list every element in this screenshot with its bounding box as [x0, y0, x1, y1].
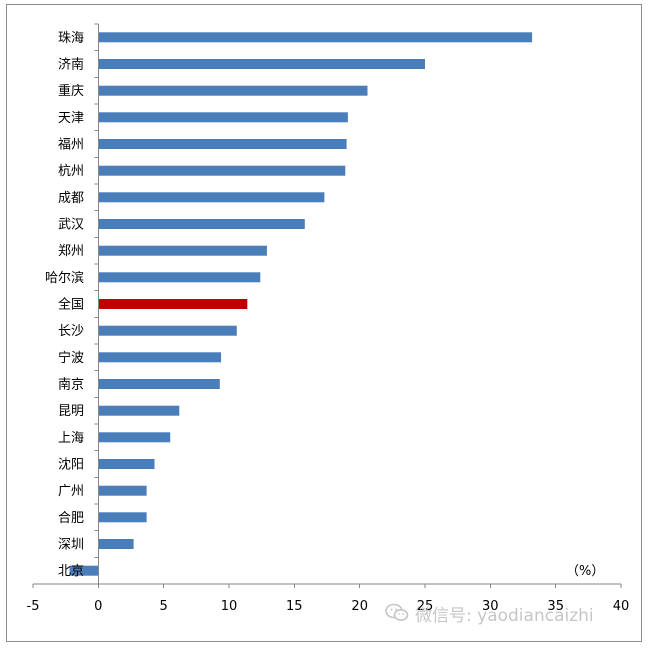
bar-北京 [69, 565, 99, 576]
category-labels: 珠海济南重庆天津福州杭州成都武汉郑州哈尔滨全国长沙宁波南京昆明上海沈阳广州合肥深… [45, 31, 84, 579]
x-tick-label: 35 [547, 599, 564, 614]
bar-昆明 [98, 405, 180, 416]
x-tick-labels: -5 0 5 10 15 20 25 30 35 40 [27, 599, 630, 614]
x-tick-label: 5 [160, 599, 168, 614]
category-label: 合肥 [58, 511, 84, 526]
x-tick-label: 25 [417, 599, 434, 614]
bar-广州 [98, 485, 147, 496]
category-label: 杭州 [58, 164, 84, 179]
bar-济南 [98, 59, 426, 69]
bar-沈阳 [98, 459, 155, 469]
category-label: 重庆 [58, 83, 84, 99]
category-label: 郑州 [58, 244, 84, 259]
x-tick-label: 10 [221, 599, 238, 614]
bar-成都 [98, 192, 325, 203]
bar-合肥 [98, 512, 147, 523]
x-tick-label: -5 [27, 599, 40, 614]
bar-郑州 [98, 245, 267, 256]
bar-杭州 [98, 165, 346, 176]
category-label: 全国 [58, 297, 84, 313]
category-label: 南京 [58, 377, 84, 393]
bar-深圳 [98, 539, 134, 549]
x-tick-label: 30 [482, 599, 499, 614]
category-label: 昆明 [58, 404, 84, 419]
x-tick-label: 0 [94, 599, 102, 614]
bar-重庆 [98, 85, 368, 96]
category-label: 哈尔滨 [45, 270, 84, 286]
category-label: 武汉 [58, 218, 84, 233]
bar-上海 [98, 432, 171, 443]
category-label: 深圳 [58, 538, 84, 553]
category-label: 北京 [58, 564, 84, 579]
bar-全国 [98, 299, 248, 309]
category-label: 福州 [58, 138, 84, 153]
bars-group [69, 32, 533, 576]
axes [32, 23, 622, 588]
category-label: 成都 [58, 191, 84, 206]
bar-宁波 [98, 352, 222, 363]
bar-天津 [98, 112, 348, 123]
watermark: 微信号: yaodiancaizhi [385, 598, 594, 628]
bar-武汉 [98, 219, 305, 229]
category-label: 上海 [58, 431, 84, 446]
x-tick-label: 20 [351, 599, 368, 614]
category-label: 宁波 [58, 350, 84, 366]
category-label: 长沙 [58, 324, 84, 339]
category-label: 济南 [58, 57, 84, 73]
bar-福州 [98, 139, 347, 149]
x-tick-label: 15 [286, 599, 303, 614]
x-tick-label: 40 [613, 599, 630, 614]
watermark-text: 微信号: yaodiancaizhi [415, 605, 594, 626]
bar-哈尔滨 [98, 272, 261, 283]
category-label: 沈阳 [58, 458, 84, 473]
bar-南京 [98, 379, 220, 389]
chart-frame [6, 4, 642, 642]
category-label: 天津 [58, 111, 84, 126]
category-label: 珠海 [58, 31, 84, 46]
wechat-icon [385, 603, 409, 623]
bar-长沙 [98, 325, 237, 336]
unit-label: （%） [566, 564, 604, 579]
category-label: 广州 [58, 484, 84, 499]
bar-珠海 [98, 32, 533, 43]
